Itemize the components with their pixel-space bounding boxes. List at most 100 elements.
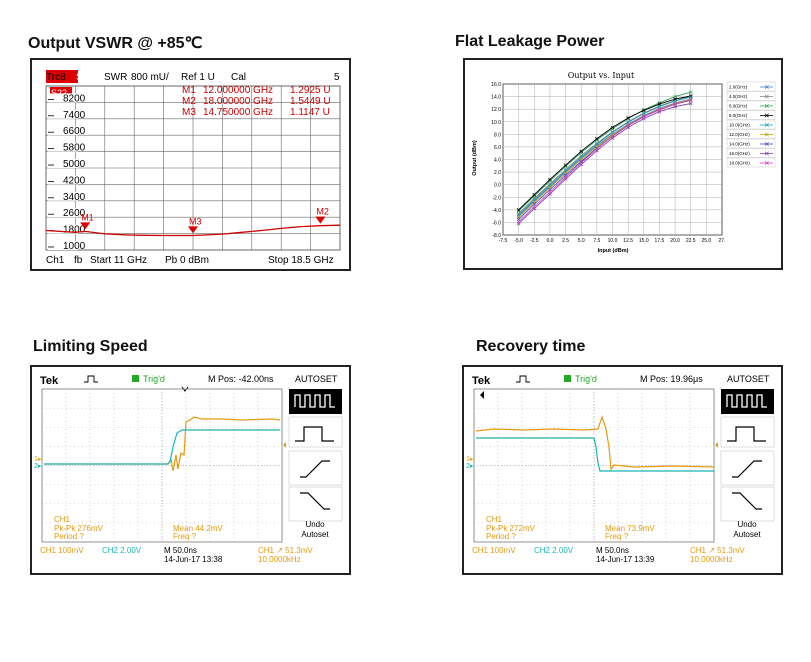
series-point	[579, 160, 584, 165]
mpos-label: M Pos: -42.00ns	[208, 374, 274, 384]
series-point	[516, 219, 521, 224]
trigger-pos-icon	[480, 391, 484, 399]
series-point	[563, 167, 568, 172]
series-point	[548, 179, 552, 183]
param-badge-text: S22	[76, 72, 94, 83]
undo-autoset-label: Autoset	[301, 530, 329, 539]
series-line	[518, 96, 691, 214]
legend-label: 14.0(GHz)	[729, 142, 750, 147]
trigger-readout: CH1 ↗ 51.3mV	[690, 546, 745, 555]
legend-marker	[764, 94, 769, 99]
y-tick-label: 2600	[63, 208, 86, 219]
series-point	[610, 134, 615, 139]
falling-edge-button	[288, 486, 343, 522]
y-tick-label: 12.0	[491, 107, 501, 113]
y-tick-bg	[48, 224, 78, 234]
y-tick-label: 6.0	[494, 145, 501, 151]
y-tick-label: 2.0	[494, 170, 501, 176]
x-tick-label: 10.0	[608, 238, 618, 244]
series-point	[610, 126, 615, 131]
y-tick-label: 1800	[63, 225, 86, 236]
y-tick-label: 8.0	[494, 132, 501, 138]
y-tick-label: -6.0	[492, 220, 501, 226]
power-label: Pb 0 dBm	[165, 255, 209, 266]
leakage-title: Flat Leakage Power	[455, 33, 605, 50]
square-wave-icon	[294, 394, 335, 408]
x-tick-label: 2.5	[562, 238, 569, 244]
limiting-panel: Tek Trig'd M Pos: -42.00ns AUTOSET 1▸ 2▸ CH1 Pk…	[30, 365, 351, 575]
meas-period: Period ?	[486, 532, 516, 541]
vswr-chart: Trc8 S22 SWR 800 mU/ Ref 1 U Cal 5 S22 8…	[45, 70, 341, 266]
limiting-title: Limiting Speed	[33, 338, 148, 355]
legend-marker	[764, 141, 769, 147]
mpos-label: M Pos: 19.96μs	[640, 374, 703, 384]
y-tick-bg	[48, 142, 78, 152]
x-tick-label: -7.5	[499, 238, 508, 244]
channel-label: Ch1	[46, 255, 65, 266]
y-tick-label: 1000	[63, 241, 86, 252]
trigger-icon	[516, 375, 530, 383]
legend-box	[726, 138, 776, 149]
y-tick-bg	[48, 241, 78, 250]
x-tick-label: 20.0	[670, 238, 680, 244]
series-line	[518, 103, 691, 225]
series-point	[688, 101, 693, 106]
marker-tag: M1	[81, 212, 94, 222]
y-tick-label: 16.0	[491, 82, 501, 88]
series-point	[641, 114, 646, 119]
series-point	[548, 182, 552, 186]
series-point	[516, 207, 521, 212]
x-tick-label: -2.5	[530, 238, 539, 244]
format-label: SWR	[104, 72, 127, 83]
ch1-scale: CH1 100mV	[472, 546, 516, 555]
y-tick-label: -2.0	[492, 195, 501, 201]
series-point	[688, 90, 693, 95]
ch1-waveform	[44, 416, 281, 472]
series-point	[641, 108, 646, 113]
trace-badge	[50, 87, 72, 98]
series-point	[516, 209, 521, 213]
channel-num: 5	[334, 72, 340, 83]
pulse-button	[288, 416, 343, 448]
x-tick-label: 12.5	[623, 238, 633, 244]
series-point	[548, 177, 552, 182]
trigger-level-icon	[283, 442, 286, 448]
x-tick-label: 0.0	[546, 238, 553, 244]
meas-pkpk: Pk-Pk 272mV	[486, 524, 536, 533]
s22-trace	[45, 224, 341, 237]
legend-marker	[764, 151, 769, 156]
marker-freq: 14.750000 GHz	[203, 107, 273, 118]
rising-edge-icon	[300, 460, 330, 478]
marker-freq: 18.000000 GHz	[203, 96, 273, 107]
series-line	[518, 98, 691, 217]
meas-ch1: CH1	[54, 515, 71, 524]
legend-box	[726, 148, 776, 158]
x-axis-label: Input (dBm)	[598, 248, 629, 254]
legend-marker	[764, 84, 769, 90]
y-tick-label: 5800	[63, 143, 86, 154]
marker-id: M1	[182, 85, 196, 96]
legend-label: 8.0(GHz)	[729, 113, 748, 118]
y-tick-bg	[48, 93, 78, 103]
y-tick-bg	[48, 126, 78, 136]
series-point	[579, 149, 584, 154]
marker-id: M2	[182, 96, 196, 107]
limiting-scope: Tek Trig'd M Pos: -42.00ns AUTOSET 1▸2▸ CH1Pk…	[32, 367, 349, 573]
marker-value: 1.1147 U	[290, 107, 330, 118]
autoset-label: AUTOSET	[727, 374, 770, 384]
y-tick-bg	[48, 175, 78, 185]
marker-triangle	[80, 222, 91, 230]
rising-edge-icon	[732, 460, 762, 478]
y-tick-label: 8200	[63, 93, 86, 104]
autoset-label: AUTOSET	[295, 374, 338, 384]
legend-marker	[764, 160, 769, 166]
series-point	[579, 159, 584, 164]
leakage-chart: Output vs. Input -7.5 -5.0 -2.5 0.0 2.5 5.0 7.…	[472, 71, 776, 254]
ch2-marker: 2▸	[466, 463, 474, 470]
y-tick-label: 5000	[63, 159, 86, 170]
legend-marker	[764, 132, 769, 137]
pulse-icon	[727, 426, 766, 442]
series-point	[563, 163, 568, 168]
legend-box	[726, 129, 776, 139]
pulse-icon	[295, 426, 334, 442]
